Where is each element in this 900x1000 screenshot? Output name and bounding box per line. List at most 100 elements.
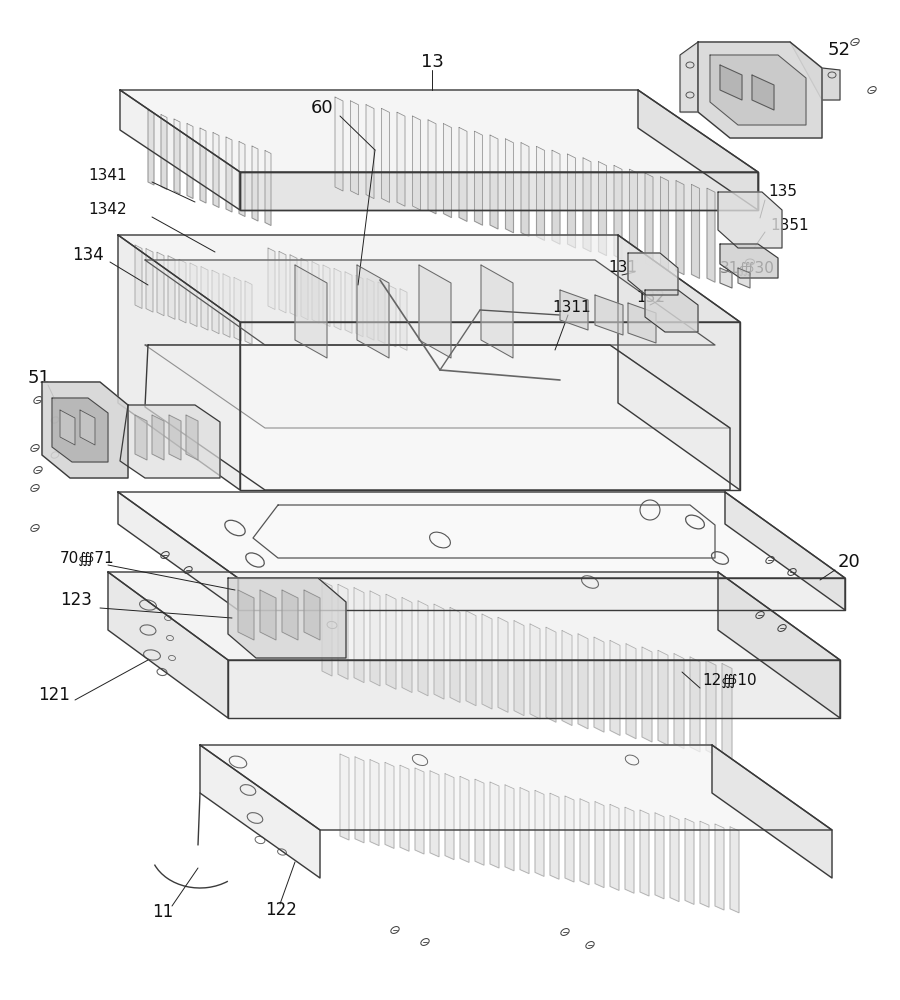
Polygon shape xyxy=(179,259,186,323)
Polygon shape xyxy=(595,295,623,335)
Polygon shape xyxy=(240,172,758,210)
Polygon shape xyxy=(312,262,319,323)
Text: 20: 20 xyxy=(838,553,860,571)
Polygon shape xyxy=(265,150,271,226)
Polygon shape xyxy=(402,597,412,692)
Polygon shape xyxy=(661,177,669,271)
Polygon shape xyxy=(628,303,656,343)
Text: 1311: 1311 xyxy=(552,300,590,316)
Polygon shape xyxy=(610,640,620,735)
Polygon shape xyxy=(626,644,636,739)
Polygon shape xyxy=(730,827,739,913)
Polygon shape xyxy=(710,55,806,125)
Polygon shape xyxy=(120,405,220,478)
Polygon shape xyxy=(238,578,845,610)
Polygon shape xyxy=(228,578,346,658)
Polygon shape xyxy=(186,415,198,460)
Polygon shape xyxy=(706,660,716,755)
Text: 13: 13 xyxy=(420,53,444,71)
Polygon shape xyxy=(334,268,341,330)
Polygon shape xyxy=(722,664,732,758)
Polygon shape xyxy=(279,251,286,313)
Polygon shape xyxy=(338,584,348,679)
Polygon shape xyxy=(260,590,276,640)
Text: 121: 121 xyxy=(38,686,70,704)
Polygon shape xyxy=(200,128,206,203)
Text: 11: 11 xyxy=(152,903,173,921)
Text: 132: 132 xyxy=(636,290,665,306)
Polygon shape xyxy=(490,135,498,229)
Polygon shape xyxy=(562,631,572,726)
Polygon shape xyxy=(355,757,364,843)
Polygon shape xyxy=(354,588,364,683)
Polygon shape xyxy=(161,114,167,190)
Polygon shape xyxy=(430,771,439,857)
Polygon shape xyxy=(370,591,380,686)
Polygon shape xyxy=(428,120,436,214)
Polygon shape xyxy=(674,654,684,749)
Polygon shape xyxy=(340,754,349,840)
Polygon shape xyxy=(335,97,343,191)
Polygon shape xyxy=(505,785,514,871)
Polygon shape xyxy=(625,807,634,893)
Polygon shape xyxy=(645,290,698,332)
Polygon shape xyxy=(618,235,740,490)
Polygon shape xyxy=(460,776,469,862)
Text: 134: 134 xyxy=(72,246,104,264)
Polygon shape xyxy=(301,258,308,320)
Polygon shape xyxy=(152,415,164,460)
Polygon shape xyxy=(169,415,181,460)
Polygon shape xyxy=(720,65,742,100)
Polygon shape xyxy=(560,290,588,330)
Polygon shape xyxy=(60,410,75,445)
Polygon shape xyxy=(135,415,147,460)
Polygon shape xyxy=(239,141,245,217)
Polygon shape xyxy=(145,260,715,345)
Polygon shape xyxy=(521,143,529,237)
Polygon shape xyxy=(108,572,228,718)
Polygon shape xyxy=(640,810,649,896)
Polygon shape xyxy=(698,42,822,138)
Polygon shape xyxy=(174,119,180,194)
Polygon shape xyxy=(52,398,108,462)
Polygon shape xyxy=(323,265,330,326)
Polygon shape xyxy=(386,594,396,689)
Polygon shape xyxy=(350,101,358,195)
Polygon shape xyxy=(400,289,407,350)
Polygon shape xyxy=(145,345,730,490)
Polygon shape xyxy=(720,244,778,278)
Polygon shape xyxy=(690,657,700,752)
Polygon shape xyxy=(498,617,508,712)
Polygon shape xyxy=(290,255,297,316)
Polygon shape xyxy=(367,279,374,340)
Polygon shape xyxy=(466,611,476,706)
Polygon shape xyxy=(382,108,390,202)
Polygon shape xyxy=(370,760,379,846)
Polygon shape xyxy=(445,774,454,860)
Polygon shape xyxy=(738,268,750,288)
Polygon shape xyxy=(752,75,774,110)
Polygon shape xyxy=(580,799,589,885)
Polygon shape xyxy=(490,782,499,868)
Polygon shape xyxy=(120,90,240,210)
Polygon shape xyxy=(712,745,832,878)
Polygon shape xyxy=(234,277,241,341)
Polygon shape xyxy=(201,267,208,330)
Polygon shape xyxy=(213,132,219,208)
Polygon shape xyxy=(304,590,320,640)
Polygon shape xyxy=(598,162,607,256)
Polygon shape xyxy=(638,90,758,210)
Polygon shape xyxy=(157,252,164,316)
Polygon shape xyxy=(614,165,622,259)
Polygon shape xyxy=(676,181,684,275)
Polygon shape xyxy=(658,650,668,745)
Polygon shape xyxy=(118,492,238,610)
Polygon shape xyxy=(707,188,715,282)
Polygon shape xyxy=(578,634,588,729)
Text: 51: 51 xyxy=(28,369,51,387)
Polygon shape xyxy=(629,169,637,263)
Polygon shape xyxy=(520,788,529,874)
Text: 70∰71: 70∰71 xyxy=(60,550,114,566)
Polygon shape xyxy=(444,124,452,218)
Polygon shape xyxy=(400,765,409,851)
